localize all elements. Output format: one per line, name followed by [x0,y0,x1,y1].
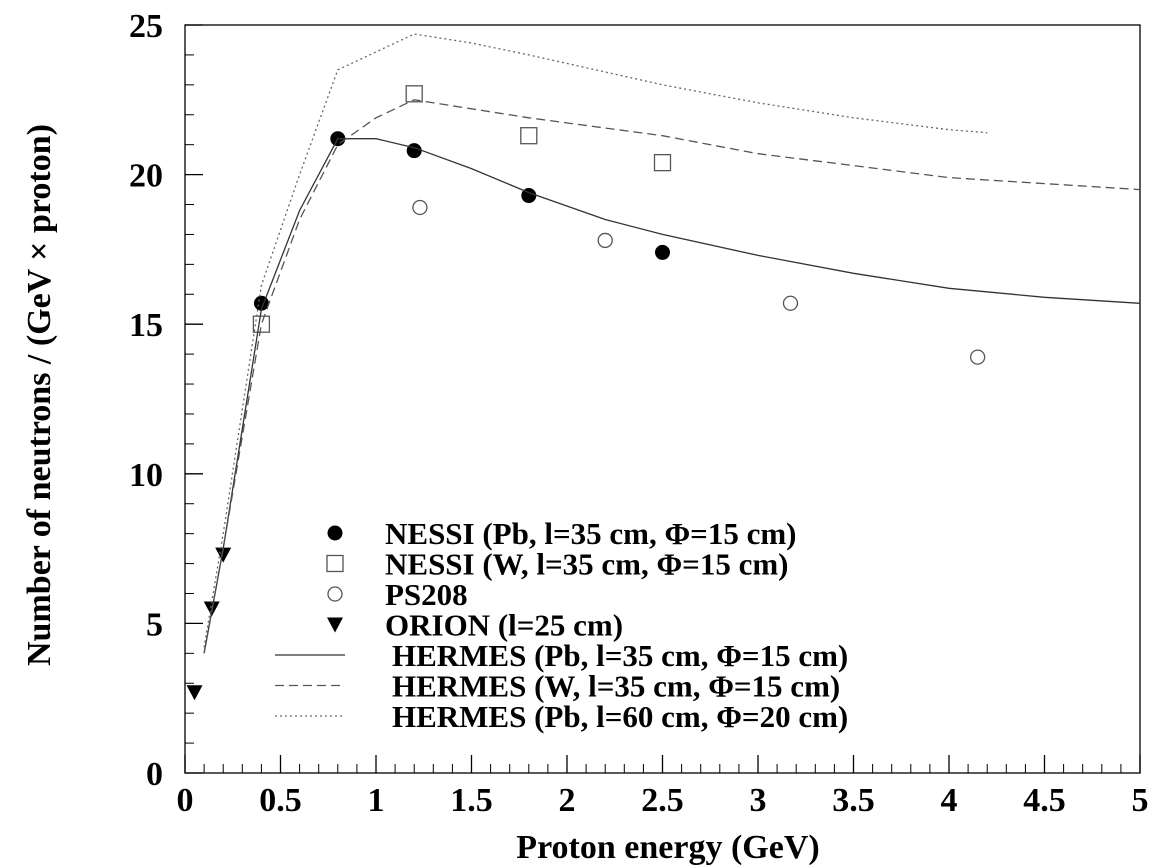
legend-label: ORION (l=25 cm) [385,608,623,643]
legend-swatch-marker [327,525,343,541]
axis-ticks: 0 0.5 1 1.5 2 2.5 3 3.5 4 4.5 5 0 5 10 15 20 25 [129,8,1149,819]
series-line-dotted [203,33,988,648]
data-point-filled-triangle-down [186,685,203,701]
y-tick-label: 5 [146,606,163,643]
series-line-solid [203,138,1141,654]
x-tick-label: 3 [750,782,767,819]
x-tick-label: 5 [1132,782,1149,819]
x-tick-label: 1.5 [450,782,493,819]
data-point-open-square [405,85,423,103]
data-point-filled-circle [655,244,670,260]
legend-label: NESSI (W, l=35 cm, Φ=15 cm) [385,547,788,582]
legend-label: NESSI (Pb, l=35 cm, Φ=15 cm) [385,516,797,551]
data-point-open-circle [597,232,613,249]
legend-label: HERMES (W, l=35 cm, Φ=15 cm) [392,669,840,704]
legend-swatch-marker [326,554,344,573]
series-6 [203,99,1141,654]
series-1 [253,131,670,311]
data-point-filled-triangle-down [215,547,232,563]
series-layer [186,33,1141,701]
y-tick-label: 25 [129,8,163,45]
y-tick-label: 0 [146,756,163,793]
y-tick-label: 20 [129,158,163,195]
series-7 [203,33,988,648]
series-3 [412,199,986,365]
legend: NESSI (Pb, l=35 cm, Φ=15 cm)NESSI (W, l=… [275,516,848,734]
data-point-open-circle [412,199,428,216]
y-tick-label: 15 [129,307,163,344]
data-point-open-circle [782,295,799,311]
x-tick-label: 2.5 [641,782,684,819]
x-tick-label: 0 [177,782,194,819]
x-tick-label: 0.5 [259,782,302,819]
x-tick-label: 3.5 [832,782,875,819]
x-tick-label: 4 [941,782,958,819]
data-point-open-square [653,153,672,172]
legend-swatch-marker [327,586,343,602]
data-point-filled-circle [406,143,422,159]
x-tick-label: 2 [559,782,576,819]
legend-swatch-marker [327,617,343,633]
series-line-dashed [203,99,1141,654]
legend-label: HERMES (Pb, l=35 cm, Φ=15 cm) [392,638,848,673]
legend-label: PS208 [385,577,468,612]
series-2 [252,85,672,333]
data-point-open-square [520,127,538,145]
series-5 [203,138,1141,654]
y-axis-title: Number of neutrons / (GeV × proton) [21,124,58,666]
x-axis-title: Proton energy (GeV) [516,829,819,865]
data-point-open-circle [970,349,986,365]
x-tick-label: 1 [368,782,385,819]
legend-label: HERMES (Pb, l=60 cm, Φ=20 cm) [392,699,848,734]
data-point-open-square [252,315,271,333]
x-tick-label: 4.5 [1023,782,1066,819]
y-tick-label: 10 [129,457,163,494]
